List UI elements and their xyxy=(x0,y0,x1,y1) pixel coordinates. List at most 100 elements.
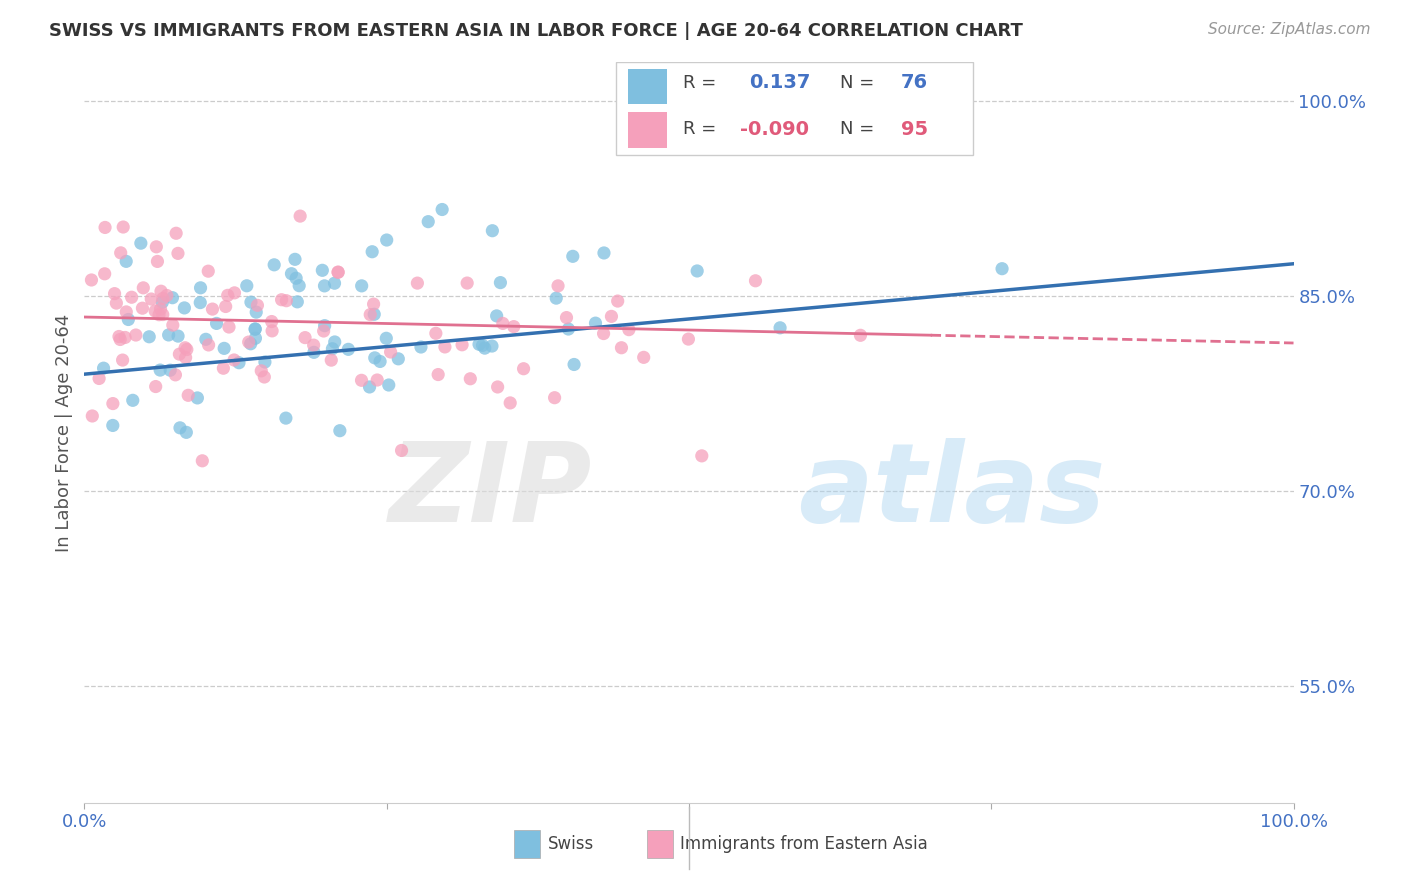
Point xyxy=(177,388,200,402)
Point xyxy=(108,333,131,347)
Point xyxy=(302,345,325,359)
Point xyxy=(146,254,169,268)
Point xyxy=(217,288,239,302)
Point xyxy=(285,294,308,309)
Point xyxy=(239,295,262,310)
Point xyxy=(238,334,260,349)
Point xyxy=(174,341,197,355)
Point xyxy=(152,308,174,322)
Point xyxy=(150,295,173,310)
Point xyxy=(418,214,440,228)
Point xyxy=(302,338,325,352)
Point xyxy=(82,409,104,423)
Point xyxy=(433,340,456,354)
Point xyxy=(600,310,623,324)
Point xyxy=(167,246,190,260)
Point xyxy=(633,351,655,365)
Point xyxy=(471,338,494,352)
Point xyxy=(149,302,172,317)
Point xyxy=(173,301,195,315)
Point xyxy=(103,286,125,301)
Point xyxy=(375,331,398,345)
Point xyxy=(110,245,132,260)
Point xyxy=(849,328,872,343)
FancyBboxPatch shape xyxy=(616,62,973,155)
Point xyxy=(326,265,349,279)
Point xyxy=(294,330,316,344)
Point xyxy=(512,361,534,376)
Point xyxy=(543,391,565,405)
Point xyxy=(546,291,568,305)
Point xyxy=(406,276,429,290)
Point xyxy=(212,342,235,356)
Point xyxy=(547,278,569,293)
Point xyxy=(145,379,167,393)
Point xyxy=(169,421,191,435)
Point xyxy=(101,418,124,433)
Point xyxy=(321,353,343,368)
Point xyxy=(236,278,259,293)
Bar xyxy=(628,112,668,147)
Point xyxy=(239,336,262,351)
Point xyxy=(375,233,398,247)
Point xyxy=(129,236,152,251)
Point xyxy=(274,411,297,425)
Point xyxy=(321,342,343,356)
Point xyxy=(380,345,402,359)
Point xyxy=(112,220,135,235)
Point xyxy=(769,320,792,334)
Text: 95: 95 xyxy=(901,120,928,138)
Point xyxy=(114,330,136,344)
Point xyxy=(224,285,246,300)
Point xyxy=(285,271,308,285)
Point xyxy=(744,274,766,288)
Y-axis label: In Labor Force | Age 20-64: In Labor Force | Age 20-64 xyxy=(55,313,73,552)
Point xyxy=(260,314,283,328)
Point xyxy=(87,371,110,385)
Point xyxy=(555,310,578,325)
Point xyxy=(243,322,266,336)
Point xyxy=(364,351,387,365)
Text: -0.090: -0.090 xyxy=(740,120,808,138)
Point xyxy=(121,290,143,304)
Text: R =: R = xyxy=(683,74,716,92)
Point xyxy=(131,301,153,316)
Point xyxy=(430,202,453,217)
Point xyxy=(138,330,160,344)
Point xyxy=(165,368,187,382)
Bar xyxy=(628,69,668,104)
Text: N =: N = xyxy=(841,120,875,138)
Point xyxy=(145,240,167,254)
Point xyxy=(593,246,616,260)
Point xyxy=(115,305,138,319)
Point xyxy=(485,309,508,323)
Point xyxy=(284,252,307,267)
Point xyxy=(378,378,401,392)
Point xyxy=(481,339,503,353)
Point xyxy=(387,351,409,366)
Point xyxy=(314,278,336,293)
Point xyxy=(391,443,413,458)
Point xyxy=(561,249,583,263)
Point xyxy=(263,258,285,272)
Point xyxy=(323,334,346,349)
Point xyxy=(481,224,503,238)
Point xyxy=(156,288,179,302)
Point xyxy=(150,284,173,298)
Point xyxy=(162,318,184,333)
Point xyxy=(486,380,509,394)
Point xyxy=(456,276,478,290)
Point xyxy=(205,317,228,331)
Point xyxy=(363,297,385,311)
Point xyxy=(117,312,139,326)
Point xyxy=(585,316,607,330)
Point xyxy=(253,370,276,384)
Bar xyxy=(647,830,673,858)
Point xyxy=(108,329,131,343)
Point xyxy=(502,319,524,334)
Text: N =: N = xyxy=(841,74,875,92)
Point xyxy=(105,296,128,310)
Point xyxy=(190,281,212,295)
Point xyxy=(458,372,481,386)
Point xyxy=(245,305,267,319)
